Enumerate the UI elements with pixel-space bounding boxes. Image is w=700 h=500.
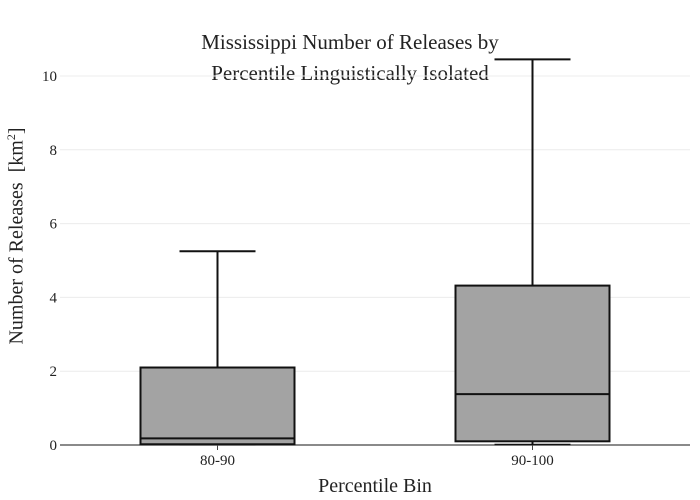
box-90-100 xyxy=(454,284,611,443)
box-80-90 xyxy=(139,366,296,446)
y-tick-label-10: 10 xyxy=(42,69,57,85)
chart-title-line-2: Percentile Linguistically Isolated xyxy=(211,61,489,85)
x-tick-label-90-100: 90-100 xyxy=(511,453,554,469)
x-axis-label: Percentile Bin xyxy=(318,475,432,497)
y-tick-label-4: 4 xyxy=(50,290,58,306)
y-tick-label-8: 8 xyxy=(50,143,58,159)
y-tick-label-6: 6 xyxy=(50,217,58,233)
y-tick-label-0: 0 xyxy=(50,438,58,454)
y-tick-label-2: 2 xyxy=(50,364,58,380)
x-tick-label-80-90: 80-90 xyxy=(200,453,235,469)
chart-title-line-1: Mississippi Number of Releases by xyxy=(201,30,499,54)
